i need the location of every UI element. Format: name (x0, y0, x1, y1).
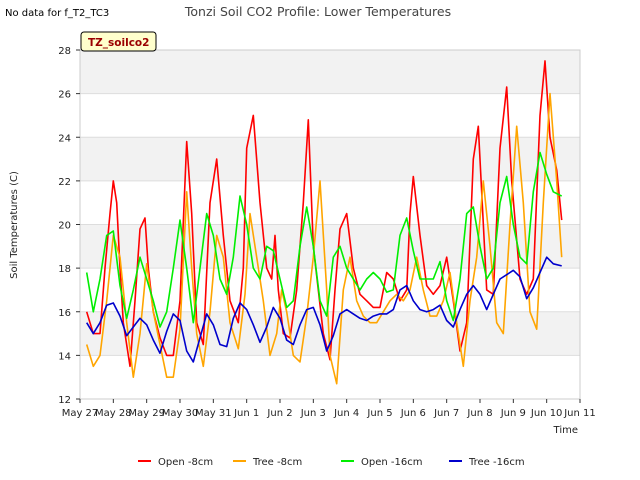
x-tick-label: May 31 (195, 408, 232, 419)
y-tick-label: 28 (58, 46, 71, 57)
legend-label: Tree -16cm (468, 457, 525, 468)
series-lines (85, 60, 563, 385)
series-line-tree-8cm (85, 92, 563, 385)
x-tick-label: Jun 4 (333, 408, 359, 419)
legend: Open -8cm Tree -8cm Open -16cm Tree -16cm (138, 457, 525, 468)
x-tick-label: Jun 7 (433, 408, 459, 419)
x-tick-label: Jun 9 (500, 408, 526, 419)
y-tick-label: 26 (58, 90, 71, 101)
y-tick-label: 18 (58, 264, 71, 275)
x-tick-label: May 27 (62, 408, 99, 419)
y-tick-label: 20 (58, 221, 71, 232)
x-tick-label: Jun 3 (300, 408, 326, 419)
y-tick-label: 16 (58, 308, 71, 319)
tag-box (80, 31, 157, 52)
x-tick-label: Jun 11 (563, 408, 596, 419)
legend-label: Tree -8cm (252, 457, 302, 468)
legend-label: Open -16cm (361, 457, 422, 468)
x-tick-label: May 29 (128, 408, 165, 419)
legend-item: Open -16cm (341, 457, 422, 468)
y-axis-label: Soil Temperatures (C) (9, 171, 20, 279)
tag-label: TZ_soilco2 (88, 37, 149, 49)
background-band (80, 137, 580, 181)
legend-item: Tree -8cm (233, 457, 302, 468)
legend-item: Open -8cm (138, 457, 213, 468)
legend-label: Open -8cm (158, 457, 213, 468)
series-line-open-16cm (85, 151, 563, 328)
y-tick-label: 14 (58, 351, 71, 362)
background-band (80, 50, 580, 94)
y-tick-label: 12 (58, 395, 71, 406)
x-tick-label: Jun 5 (366, 408, 392, 419)
series-line-tree-16cm (86, 256, 562, 363)
x-tick-label: Jun 10 (530, 408, 563, 419)
x-tick-label: Jun 1 (233, 408, 259, 419)
background-band (80, 224, 580, 269)
x-tick-label: Jun 2 (266, 408, 292, 419)
tz-soilco2-tag: TZ_soilco2 (80, 31, 157, 52)
legend-item: Tree -16cm (449, 457, 525, 468)
x-axis-label: Time (553, 425, 578, 436)
y-tick-label: 22 (58, 177, 71, 188)
x-tick-label: Jun 8 (466, 408, 492, 419)
x-tick-label: Jun 6 (400, 408, 426, 419)
no-data-note: No data for f_T2_TC3 (5, 8, 110, 19)
x-tick-label: May 28 (95, 408, 132, 419)
x-tick-label: May 30 (162, 408, 199, 419)
chart-title: Tonzi Soil CO2 Profile: Lower Temperatur… (184, 4, 451, 19)
y-tick-label: 24 (58, 133, 71, 144)
y-axis-ticks: 12 14 16 18 20 22 24 26 28 (58, 46, 80, 406)
